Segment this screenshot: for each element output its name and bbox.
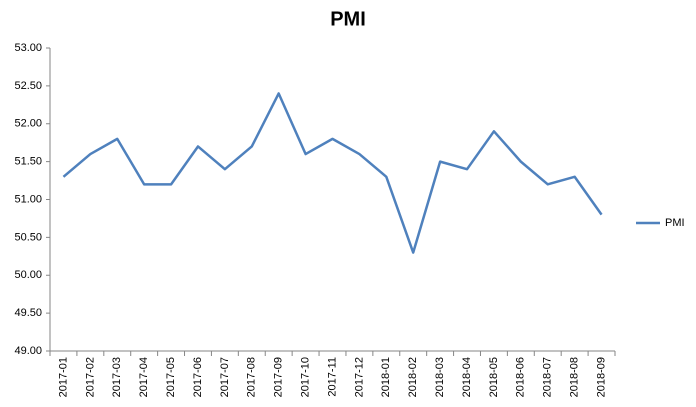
x-tick-label: 2017-09 [273, 357, 285, 397]
y-tick-label: 50.00 [14, 269, 42, 281]
x-tick-label: 2017-08 [246, 357, 258, 397]
y-tick-label: 51.00 [14, 193, 42, 205]
x-tick-label: 2018-03 [434, 357, 446, 397]
x-tick-label: 2017-07 [219, 357, 231, 397]
x-tick-label: 2017-12 [353, 357, 365, 397]
x-tick-label: 2017-11 [326, 357, 338, 397]
y-tick-label: 51.50 [14, 156, 42, 168]
x-tick-label: 2018-07 [542, 357, 554, 397]
x-tick-label: 2018-02 [407, 357, 419, 397]
x-tick-label: 2017-04 [138, 357, 150, 397]
x-tick-label: 2017-03 [111, 357, 123, 397]
y-tick-label: 49.00 [14, 345, 42, 357]
series-line [62, 92, 603, 254]
y-tick-label: 52.00 [14, 118, 42, 130]
x-tick-label: 2017-05 [165, 357, 177, 397]
x-tick-label: 2018-09 [595, 357, 607, 397]
x-tick-label: 2017-01 [57, 357, 69, 397]
chart-title: PMI [330, 8, 366, 30]
x-tick-label: 2018-08 [569, 357, 581, 397]
legend-label: PMI [665, 217, 685, 229]
x-tick-label: 2018-06 [515, 357, 527, 397]
x-tick-label: 2017-02 [84, 357, 96, 397]
y-tick-label: 49.50 [14, 307, 42, 319]
x-tick-label: 2017-06 [192, 357, 204, 397]
x-tick-label: 2017-10 [300, 357, 312, 397]
x-tick-label: 2018-04 [461, 357, 473, 397]
x-tick-label: 2018-01 [380, 357, 392, 397]
y-tick-label: 52.50 [14, 80, 42, 92]
y-tick-label: 53.00 [14, 42, 42, 54]
x-tick-label: 2018-05 [488, 357, 500, 397]
y-tick-label: 50.50 [14, 231, 42, 243]
